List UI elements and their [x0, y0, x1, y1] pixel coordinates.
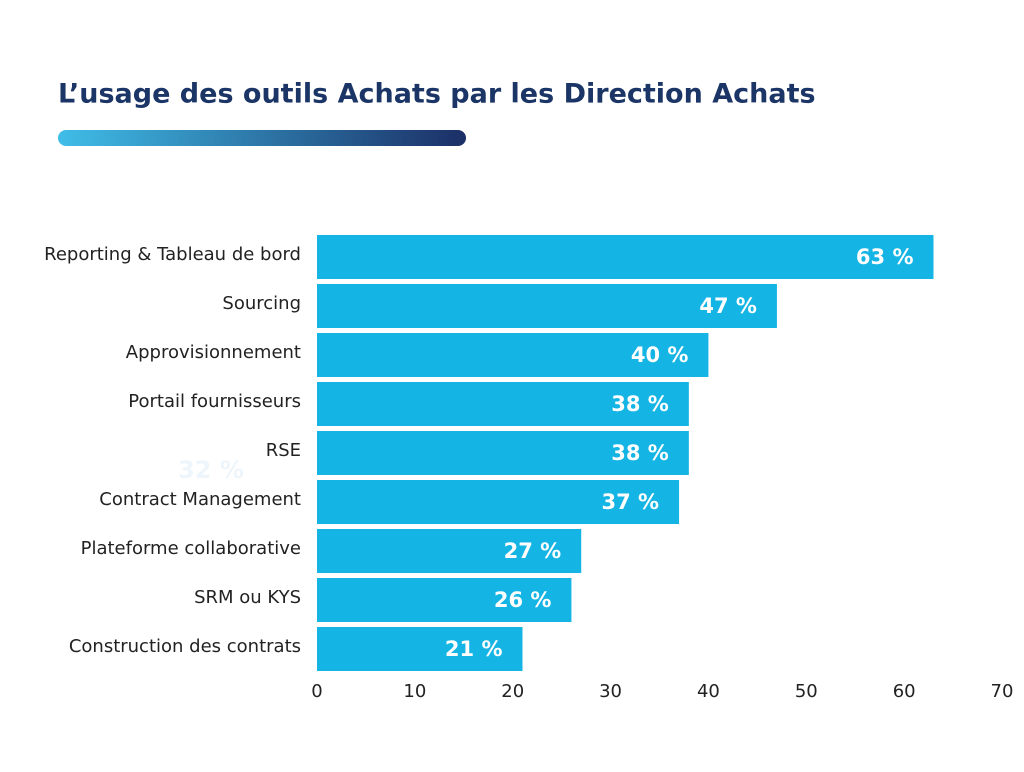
y-tick-label: SRM ou KYS: [194, 587, 301, 608]
x-tick-label: 50: [795, 681, 818, 702]
y-tick-label: Reporting & Tableau de bord: [44, 244, 301, 265]
x-tick-label: 30: [599, 681, 622, 702]
x-tick-label: 60: [893, 681, 916, 702]
y-tick-label: Sourcing: [222, 293, 301, 314]
x-tick-label: 10: [403, 681, 426, 702]
value-label: 40 %: [631, 343, 689, 367]
bar: [317, 333, 709, 377]
bar: [317, 578, 572, 622]
value-label: 38 %: [611, 392, 669, 416]
bar: [317, 431, 689, 475]
x-tick-label: 70: [991, 681, 1014, 702]
value-label: 21 %: [445, 637, 503, 661]
y-tick-label: Portail fournisseurs: [128, 391, 301, 412]
y-tick-label: Contract Management: [99, 489, 301, 510]
bar: [317, 529, 582, 573]
value-label: 26 %: [494, 588, 552, 612]
bar: [317, 382, 689, 426]
value-label: 38 %: [611, 441, 669, 465]
x-tick-label: 20: [501, 681, 524, 702]
x-tick-label: 40: [697, 681, 720, 702]
y-tick-label: Plateforme collaborative: [81, 538, 301, 559]
bar: [317, 480, 680, 524]
bar: [317, 235, 934, 279]
chart-title: L’usage des outils Achats par les Direct…: [58, 79, 816, 110]
value-label: 47 %: [699, 294, 757, 318]
y-tick-label: Construction des contrats: [69, 636, 301, 657]
bar: [317, 627, 523, 671]
value-label: 37 %: [601, 490, 659, 514]
y-tick-label: RSE: [266, 440, 301, 461]
y-tick-label: Approvisionnement: [126, 342, 301, 363]
x-tick-label: 0: [311, 681, 322, 702]
annotation: 32 %: [178, 456, 244, 484]
title-underline: [58, 130, 466, 146]
bar: [317, 284, 777, 328]
value-label: 63 %: [856, 245, 914, 269]
value-label: 27 %: [504, 539, 562, 563]
